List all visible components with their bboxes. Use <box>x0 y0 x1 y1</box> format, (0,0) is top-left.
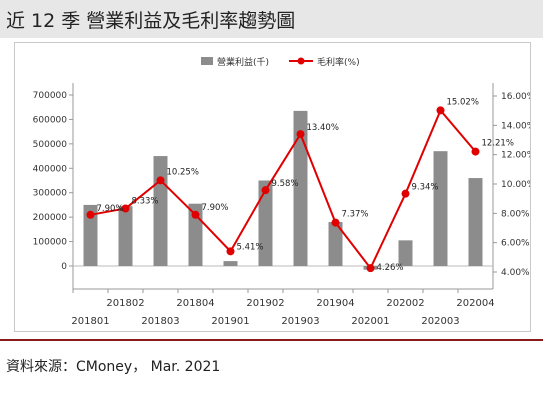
gross-margin-point <box>121 204 130 213</box>
gross-margin-point <box>86 210 95 219</box>
left-tick-label: 300000 <box>33 189 68 199</box>
gross-margin-label: 12.21% <box>482 139 514 149</box>
gross-margin-label: 4.26% <box>377 263 404 273</box>
bar-operating-profit <box>398 240 413 266</box>
gross-margin-point <box>261 186 270 195</box>
gross-margin-label: 13.40% <box>307 123 339 133</box>
x-category-label: 201901 <box>211 316 249 327</box>
bar-operating-profit <box>258 180 273 266</box>
left-tick-label: 600000 <box>33 115 68 125</box>
title-bar: 近 12 季 營業利益及毛利率趨勢圖 <box>0 0 543 38</box>
bar-operating-profit <box>468 178 483 266</box>
bar-operating-profit <box>223 261 238 266</box>
x-category-label: 201803 <box>141 316 179 327</box>
gross-margin-point <box>296 130 305 139</box>
legend-label-operating-profit: 營業利益(千) <box>217 56 269 68</box>
gross-margin-label: 7.37% <box>342 210 369 220</box>
gross-margin-label: 15.02% <box>447 97 479 107</box>
x-category-label: 202004 <box>456 298 494 309</box>
x-category-label: 201802 <box>106 298 144 309</box>
x-category-label: 201801 <box>71 316 109 327</box>
right-tick-label: 6.00% <box>501 239 530 249</box>
gross-margin-point <box>401 189 410 198</box>
x-category-label: 201804 <box>176 298 214 309</box>
bar-operating-profit <box>328 222 343 266</box>
left-tick-label: 700000 <box>33 91 68 101</box>
source-divider <box>0 339 543 341</box>
bar-operating-profit <box>118 206 133 266</box>
gross-margin-point <box>436 106 445 115</box>
x-category-label: 201904 <box>316 298 354 309</box>
right-tick-label: 8.00% <box>501 209 530 219</box>
gross-margin-line <box>90 108 477 271</box>
left-tick-label: 100000 <box>33 238 68 248</box>
gross-margin-label: 9.34% <box>412 183 439 193</box>
x-category-label: 202002 <box>386 298 424 309</box>
gross-margin-point <box>191 210 200 219</box>
left-tick-label: 0 <box>61 262 67 272</box>
x-category-label: 202003 <box>421 316 459 327</box>
x-category-label: 201903 <box>281 316 319 327</box>
chart-frame: 0 100000 200000 300000 400000 500000 600000 700… <box>14 42 531 332</box>
left-tick-label: 500000 <box>33 140 68 150</box>
bar-operating-profit <box>433 151 448 266</box>
bar-operating-profit <box>293 110 308 266</box>
source-note: 資料來源：CMoney， Mar. 2021 <box>6 359 221 375</box>
gross-margin-label: 7.90% <box>202 203 229 213</box>
right-tick-label: 16.00% <box>501 92 530 102</box>
gross-margin-label: 10.25% <box>167 167 199 177</box>
gross-margin-point <box>471 147 480 156</box>
left-tick-label: 400000 <box>33 164 68 174</box>
gross-margin-point <box>156 176 165 185</box>
gross-margin-point <box>331 218 340 227</box>
right-tick-label: 14.00% <box>501 121 530 131</box>
chart: 0 100000 200000 300000 400000 500000 600000 700… <box>33 56 530 327</box>
gross-margin-point <box>366 264 375 273</box>
page-title: 近 12 季 營業利益及毛利率趨勢圖 <box>6 10 296 32</box>
gross-margin-label: 8.33% <box>132 196 159 206</box>
bar-operating-profit <box>153 156 168 266</box>
legend-swatch-dot-gross-margin <box>297 57 305 65</box>
gross-margin-label: 7.90% <box>97 204 124 214</box>
right-tick-label: 10.00% <box>501 180 530 190</box>
right-tick-label: 4.00% <box>501 268 530 278</box>
x-category-label: 201902 <box>246 298 284 309</box>
gross-margin-label: 9.58% <box>272 179 299 189</box>
legend-label-gross-margin: 毛利率(%) <box>317 56 360 68</box>
gross-margin-label: 5.41% <box>237 242 264 252</box>
bar-operating-profit <box>83 204 98 266</box>
right-tick-label: 12.00% <box>501 151 530 161</box>
left-tick-label: 200000 <box>33 213 68 223</box>
x-category-label: 202001 <box>351 316 389 327</box>
gross-margin-point <box>226 247 235 256</box>
legend-swatch-operating-profit <box>201 57 213 65</box>
